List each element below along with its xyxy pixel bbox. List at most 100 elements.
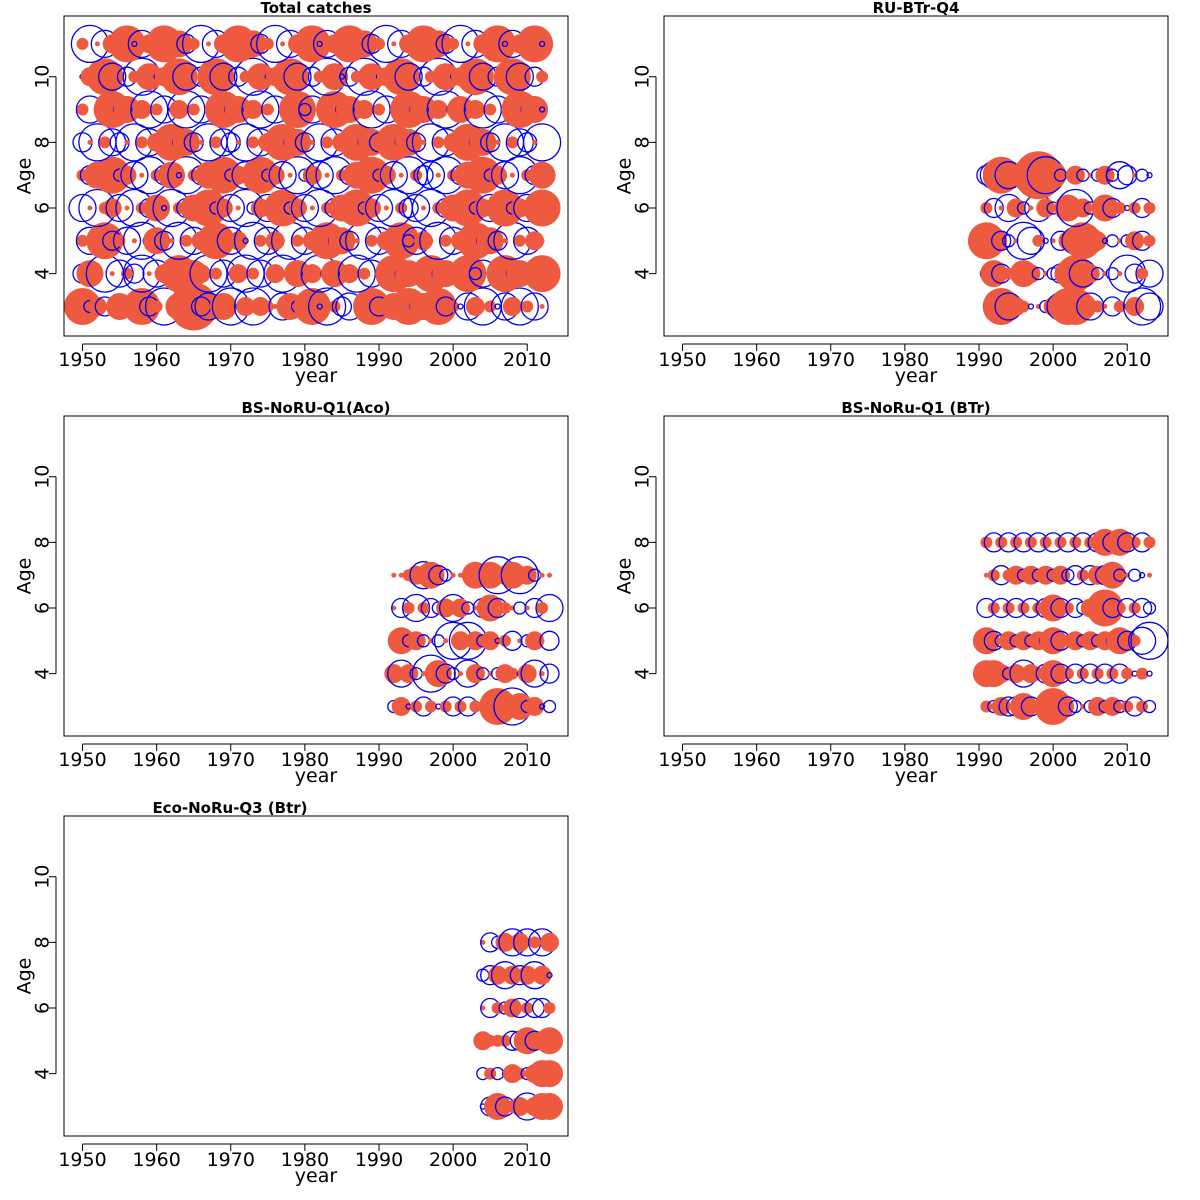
positive-residual-bubble	[117, 74, 123, 80]
positive-residual-bubble	[1021, 264, 1041, 284]
positive-residual-bubble	[1091, 300, 1104, 313]
positive-residual-bubble	[439, 700, 452, 713]
x-tick-label: 1990	[355, 749, 403, 771]
x-axis: 1950 1960 1970 1980 1990 2000 2010	[58, 1143, 551, 1171]
negative-residual-bubble	[1135, 259, 1164, 288]
positive-residual-bubble	[328, 227, 356, 255]
positive-residual-bubble	[1061, 667, 1074, 680]
positive-residual-bubble	[539, 671, 545, 677]
positive-residual-bubble	[1113, 300, 1126, 313]
positive-residual-bubble	[398, 172, 404, 178]
positive-residual-bubble	[1080, 264, 1100, 284]
x-axis-label: year	[295, 765, 338, 787]
positive-residual-bubble	[502, 297, 522, 316]
positive-residual-bubble	[525, 231, 545, 251]
negative-residual-bubble	[175, 172, 183, 179]
panel-title: BS-NoRU-Q1(Aco)	[242, 399, 391, 417]
y-axis: 4 6 8 10	[632, 65, 657, 280]
positive-residual-bubble	[1076, 667, 1089, 680]
positive-residual-bubble	[76, 234, 89, 247]
positive-residual-bubble	[1039, 660, 1067, 688]
positive-residual-bubble	[113, 96, 141, 123]
positive-residual-bubble	[135, 63, 163, 91]
positive-residual-bubble	[1091, 667, 1104, 680]
positive-residual-bubble	[432, 63, 460, 91]
plot-frame	[663, 15, 1169, 337]
positive-residual-bubble	[132, 100, 152, 119]
positive-residual-bubble	[391, 572, 397, 578]
positive-residual-bubble	[451, 598, 470, 618]
positive-residual-bubble	[480, 939, 486, 945]
x-tick-label: 1950	[658, 349, 706, 371]
positive-residual-bubble	[131, 238, 137, 244]
positive-residual-bubble	[539, 238, 545, 244]
positive-residual-bubble	[402, 602, 415, 614]
positive-residual-bubble	[521, 96, 549, 123]
negative-residual-bubble	[522, 123, 562, 162]
positive-residual-bubble	[87, 139, 93, 145]
y-tick-label: 10	[32, 865, 54, 889]
positive-residual-bubble	[293, 25, 331, 63]
x-tick-label: 1990	[955, 749, 1003, 771]
positive-residual-bubble	[235, 205, 241, 211]
positive-residual-bubble	[1128, 602, 1141, 614]
positive-residual-bubble	[1121, 700, 1134, 713]
positive-residual-bubble	[209, 136, 222, 149]
x-tick-label: 1970	[207, 1149, 255, 1171]
positive-residual-bubble	[524, 605, 530, 611]
positive-residual-bubble	[987, 569, 1000, 582]
x-tick-label: 1980	[881, 349, 929, 371]
positive-residual-bubble	[528, 936, 541, 949]
positive-residual-bubble	[150, 300, 163, 313]
negative-residual-bubble	[539, 663, 560, 684]
residual-bubbles	[473, 928, 563, 1121]
positive-residual-bubble	[86, 58, 124, 96]
positive-residual-bubble	[321, 63, 348, 91]
y-axis-label: Age	[614, 558, 636, 595]
positive-residual-bubble	[987, 602, 1000, 614]
positive-residual-bubble	[506, 693, 534, 720]
positive-residual-bubble	[76, 37, 89, 50]
positive-residual-bubble	[382, 58, 420, 96]
positive-residual-bubble	[543, 1002, 556, 1014]
positive-residual-bubble	[302, 264, 322, 284]
negative-residual-bubble	[538, 40, 546, 48]
y-tick-label: 4	[32, 268, 54, 280]
positive-residual-bubble	[498, 561, 526, 589]
positive-residual-bubble	[1147, 572, 1152, 578]
y-tick-label: 6	[632, 202, 654, 214]
positive-residual-bubble	[235, 139, 241, 145]
positive-residual-bubble	[476, 594, 504, 622]
negative-residual-bubble	[1057, 696, 1079, 717]
positive-residual-bubble	[206, 41, 211, 47]
positive-residual-bubble	[354, 100, 374, 119]
positive-residual-bubble	[458, 572, 463, 578]
y-tick-label: 4	[32, 668, 54, 680]
positive-residual-bubble	[324, 172, 330, 178]
y-axis: 4 6 8 10	[632, 465, 657, 680]
positive-residual-bubble	[424, 30, 452, 58]
positive-residual-bubble	[309, 205, 315, 211]
positive-residual-bubble	[169, 282, 218, 331]
positive-residual-bubble	[495, 139, 501, 145]
positive-residual-bubble	[536, 1027, 563, 1055]
positive-residual-bubble	[158, 161, 185, 189]
positive-residual-bubble	[484, 1093, 512, 1120]
y-tick-label: 10	[632, 465, 654, 489]
y-axis: 4 6 8 10	[32, 865, 57, 1080]
positive-residual-bubble	[414, 231, 433, 251]
positive-residual-bubble	[228, 74, 234, 80]
positive-residual-bubble	[398, 572, 404, 578]
positive-residual-bubble	[1039, 627, 1067, 655]
positive-residual-bubble	[391, 697, 411, 716]
positive-residual-bubble	[339, 264, 359, 284]
positive-residual-bubble	[1050, 238, 1056, 244]
positive-residual-bubble	[1028, 205, 1034, 211]
positive-residual-bubble	[265, 231, 285, 251]
positive-residual-bubble	[443, 638, 449, 644]
x-tick-label: 1960	[132, 1149, 180, 1171]
negative-residual-bubble	[501, 40, 509, 48]
positive-residual-bubble	[124, 139, 130, 145]
negative-residual-bubble	[542, 699, 557, 714]
positive-residual-bubble	[469, 700, 482, 713]
